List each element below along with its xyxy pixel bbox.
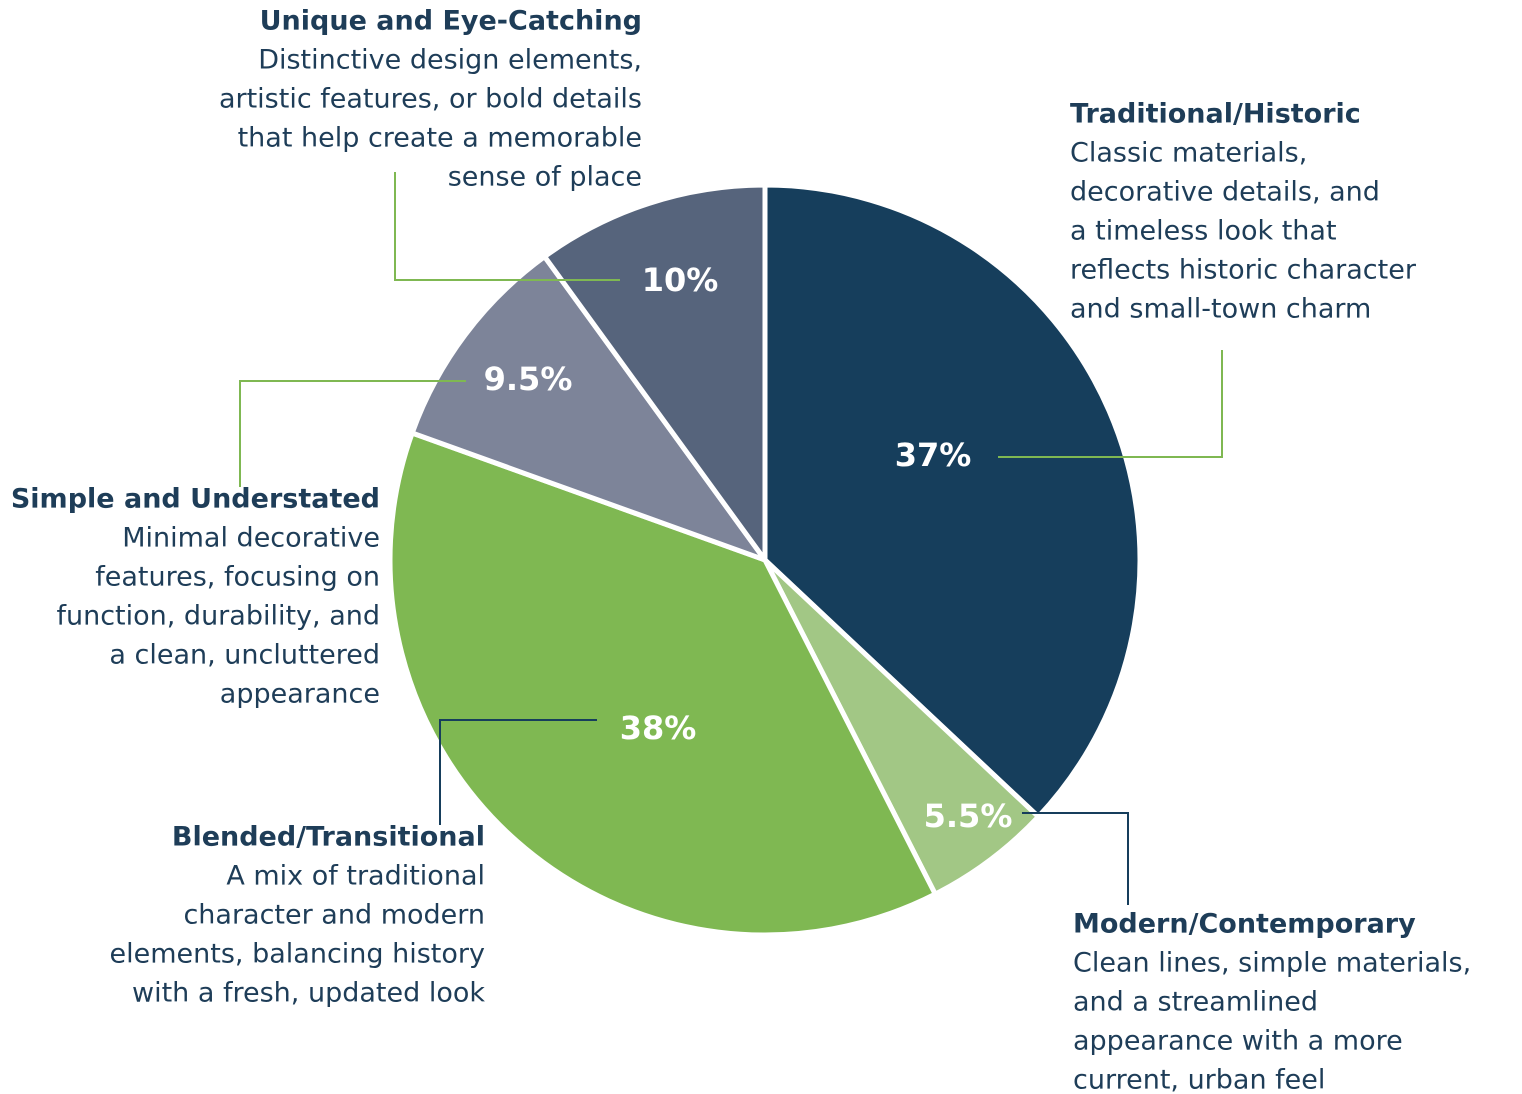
category-description: that help create a memorable [238, 123, 642, 154]
leader-line [394, 172, 620, 281]
leader-line [439, 719, 597, 825]
category-description: a timeless look that [1070, 216, 1337, 247]
category-description: Classic materials, [1070, 138, 1307, 169]
leader-line [239, 380, 466, 487]
category-description: artistic features, or bold details [219, 84, 642, 115]
category-description: with a fresh, updated look [132, 978, 485, 1009]
category-description: Clean lines, simple materials, [1073, 948, 1471, 979]
category-name: Simple and Understated [11, 484, 380, 515]
value-label: 38% [620, 709, 697, 747]
pie-slice [762, 557, 1041, 897]
value-label: 37% [895, 436, 972, 474]
category-description: sense of place [448, 162, 642, 193]
category-description: decorative details, and [1070, 177, 1380, 208]
category-name: Traditional/Historic [1070, 99, 1361, 130]
category-description: elements, balancing history [110, 939, 485, 970]
pie-slice [542, 182, 768, 563]
category-description: Distinctive design elements, [258, 45, 642, 76]
category-name: Unique and Eye-Catching [260, 6, 642, 37]
category-description: A mix of traditional [226, 861, 485, 892]
category-name: Modern/Contemporary [1073, 909, 1416, 940]
pie-slice [409, 254, 768, 563]
leader-line [998, 350, 1223, 458]
category-description: function, durability, and [56, 601, 380, 632]
value-label: 5.5% [924, 797, 1013, 835]
category-description: and small-town charm [1070, 294, 1371, 325]
category-description: character and modern [183, 900, 485, 931]
category-description: appearance with a more [1073, 1026, 1403, 1057]
category-description: reflects historic character [1070, 255, 1417, 286]
category-description: current, urban feel [1073, 1065, 1325, 1094]
value-label: 10% [642, 261, 719, 299]
category-description: features, focusing on [95, 562, 380, 593]
leader-line [1022, 812, 1129, 905]
category-description: a clean, uncluttered [109, 640, 380, 671]
category-name: Blended/Transitional [172, 822, 485, 853]
pie-slice [387, 430, 938, 938]
category-description: and a streamlined [1073, 987, 1318, 1018]
pie-slice [762, 182, 1143, 820]
value-label: 9.5% [484, 360, 573, 398]
category-description: Minimal decorative [122, 523, 380, 554]
category-description: appearance [220, 679, 380, 710]
